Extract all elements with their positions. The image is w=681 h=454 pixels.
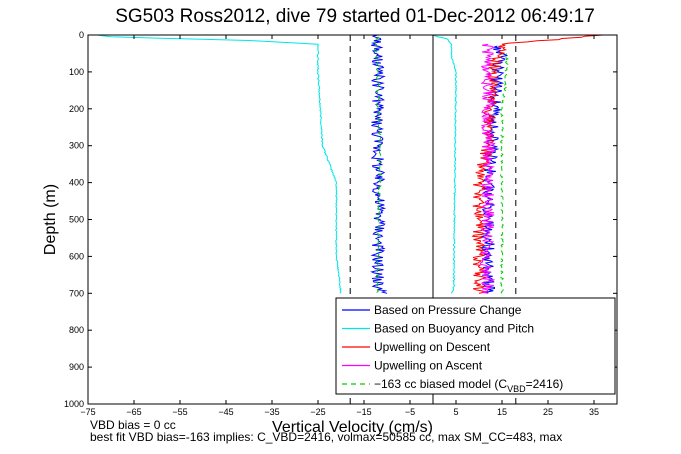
y-tick-label-10: 1000: [64, 399, 84, 409]
series-line-2-0: [471, 34, 604, 294]
series-line-3-0: [479, 43, 496, 294]
legend-box: [335, 297, 616, 395]
y-axis-label: Depth (m): [42, 184, 59, 255]
legend-entry-4: −163 cc biased model (CVBD=2416): [374, 377, 563, 394]
x-tick-label-6: −15: [356, 407, 371, 417]
axis-ticks: −75 −65 −55 −45 −35 −25 −15 −5 5 15 25 350100200300…: [64, 30, 617, 417]
legend-entry-2: Upwelling on Descent: [374, 340, 491, 354]
x-tick-label-7: −5: [405, 407, 415, 417]
legend-entry-1: Based on Buoyancy and Pitch: [374, 322, 534, 336]
x-tick-label-2: −55: [172, 407, 187, 417]
x-tick-label-8: 5: [453, 407, 458, 417]
y-tick-label-9: 900: [69, 362, 84, 372]
y-tick-label-5: 500: [69, 215, 84, 225]
series-line-1-0: [97, 34, 342, 294]
legend-entry-0: Based on Pressure Change: [374, 303, 522, 317]
x-tick-label-1: −65: [126, 407, 141, 417]
y-tick-label-1: 100: [69, 67, 84, 77]
y-tick-label-7: 700: [69, 288, 84, 298]
y-tick-label-4: 400: [69, 178, 84, 188]
vbd-bias-note: VBD bias = 0 cc: [90, 418, 176, 432]
x-tick-label-0: −75: [80, 407, 95, 417]
x-tick-label-10: 25: [543, 407, 553, 417]
series-line-0-0: [370, 34, 388, 294]
legend-entry-3: Upwelling on Ascent: [374, 359, 483, 373]
series-layer: [97, 34, 604, 294]
legend: Based on Pressure Change Based on Buoyanc…: [335, 297, 616, 395]
y-tick-label-2: 200: [69, 104, 84, 114]
best-fit-note: best fit VBD bias=-163 implies: C_VBD=24…: [90, 430, 563, 444]
x-tick-label-9: 15: [497, 407, 507, 417]
x-tick-label-4: −35: [264, 407, 279, 417]
series-line-1-1: [432, 34, 458, 294]
y-tick-label-8: 800: [69, 325, 84, 335]
x-tick-label-3: −45: [218, 407, 233, 417]
x-tick-label-5: −25: [310, 407, 325, 417]
x-axis-label: Vertical Velocity (cm/s): [272, 419, 433, 436]
series-line-4-0: [374, 36, 383, 294]
y-tick-label-3: 300: [69, 141, 84, 151]
y-tick-label-0: 0: [79, 30, 84, 40]
chart-title: SG503 Ross2012, dive 79 started 01-Dec-2…: [115, 6, 595, 27]
y-tick-label-6: 600: [69, 251, 84, 261]
series-line-4-1: [499, 53, 510, 294]
x-tick-label-11: 35: [589, 407, 599, 417]
